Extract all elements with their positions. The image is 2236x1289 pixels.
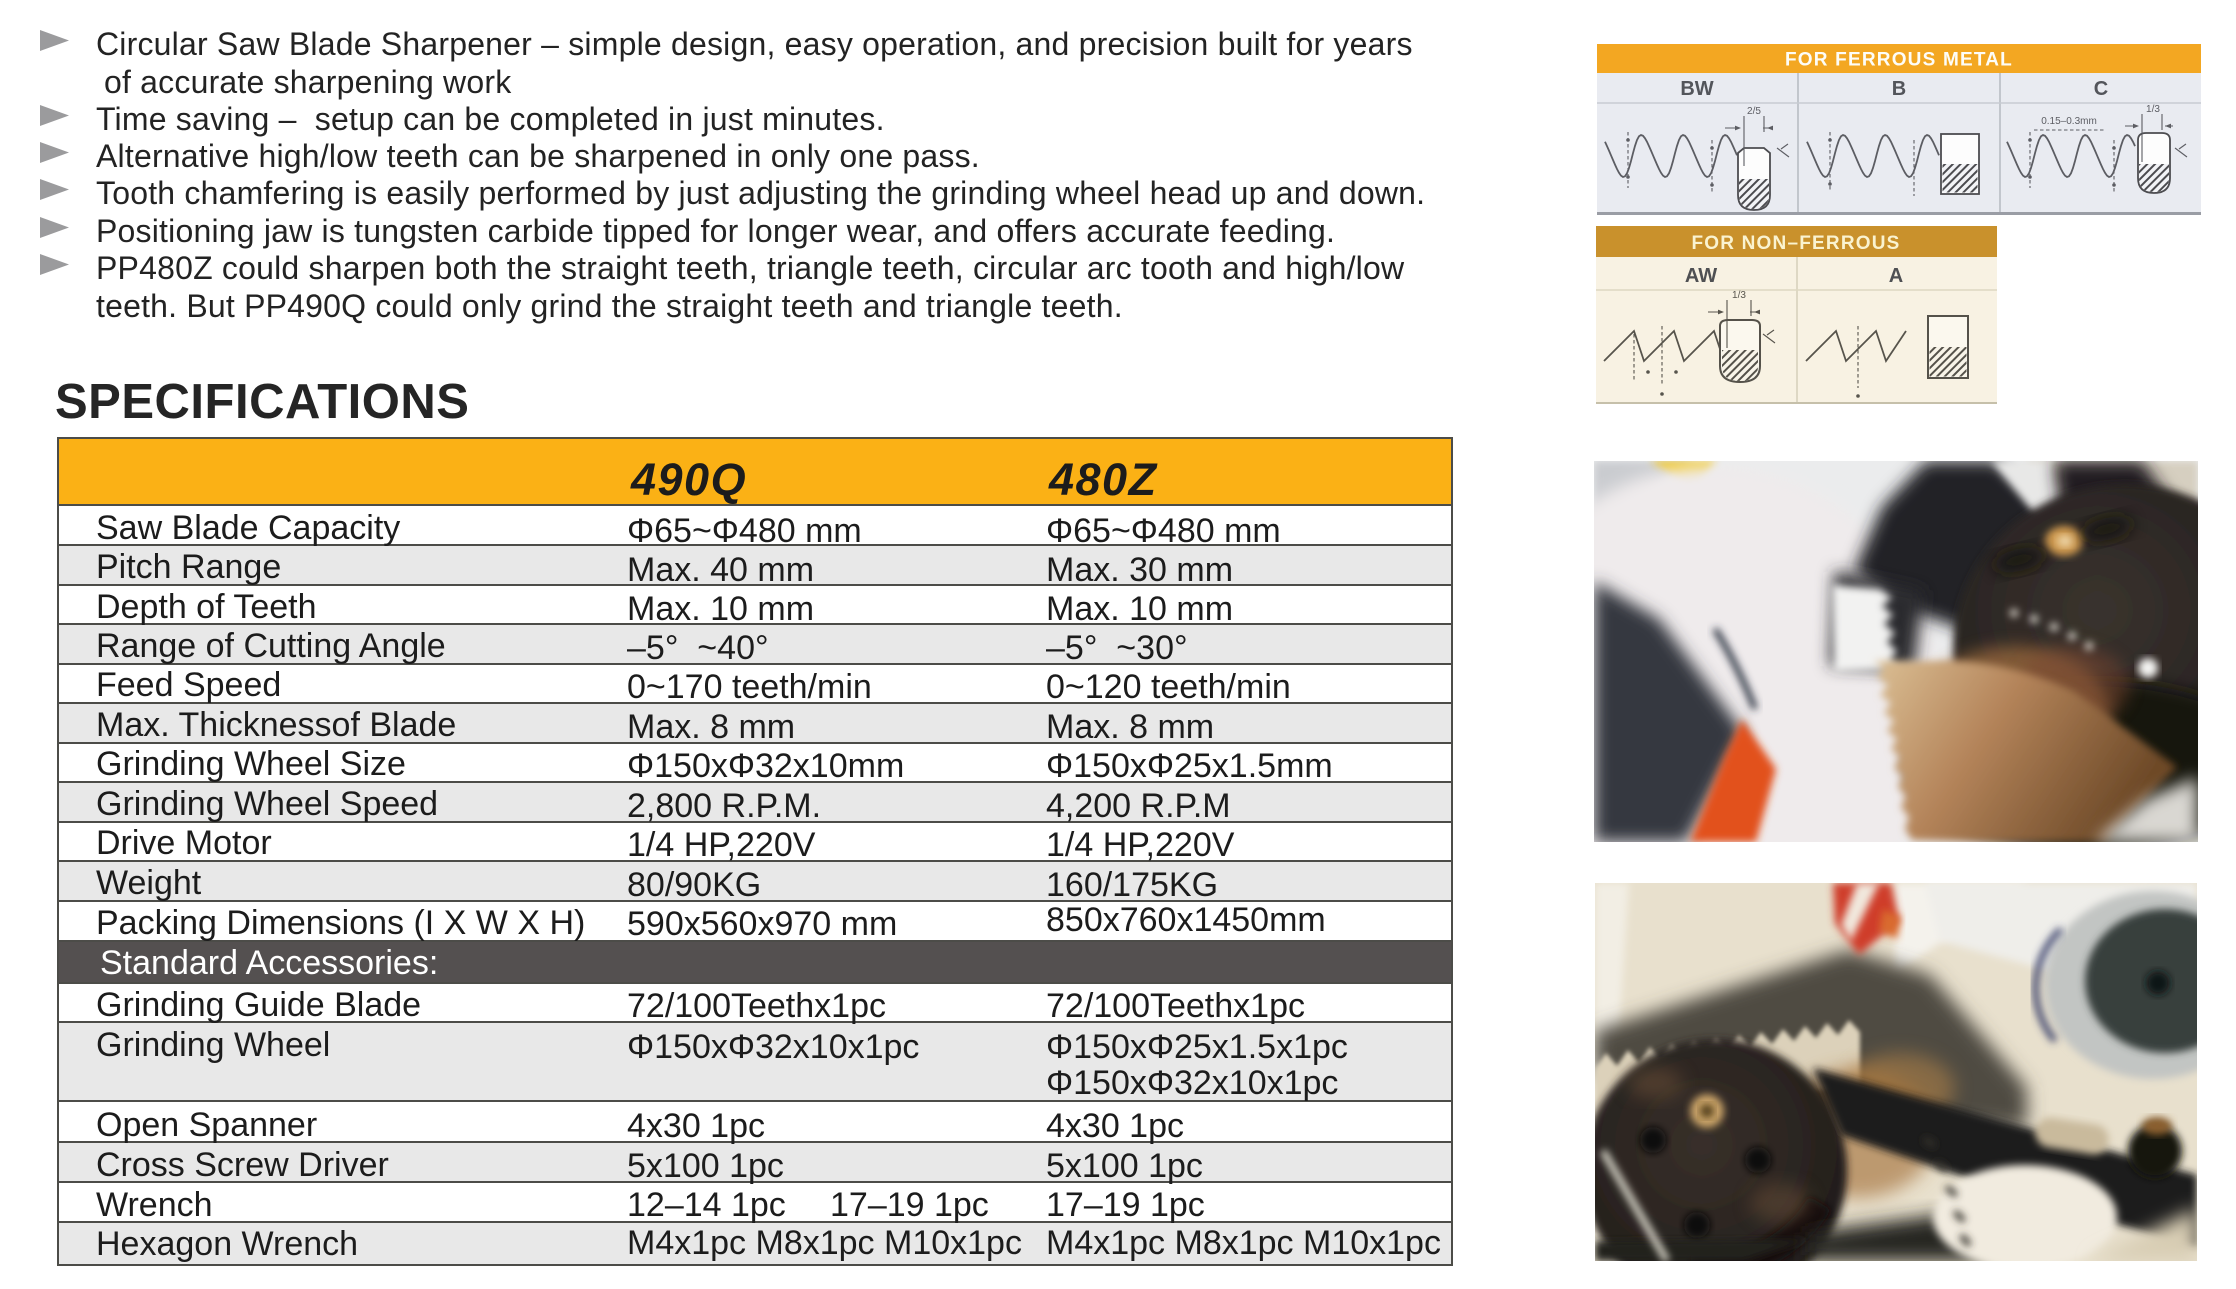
svg-text:AW: AW	[1685, 265, 1717, 287]
svg-text:BW: BW	[1680, 78, 1713, 100]
svg-text:2/5: 2/5	[1747, 106, 1761, 117]
svg-text:1/3: 1/3	[1732, 290, 1746, 301]
svg-text:A: A	[1889, 265, 1903, 287]
svg-text:C: C	[2094, 78, 2108, 100]
svg-text:1/3: 1/3	[2146, 104, 2160, 115]
svg-text:FOR NON–FERROUS: FOR NON–FERROUS	[1691, 233, 1900, 254]
svg-text:FOR FERROUS METAL: FOR FERROUS METAL	[1785, 50, 2013, 71]
svg-text:B: B	[1892, 78, 1906, 100]
svg-text:0.15–0.3mm: 0.15–0.3mm	[2041, 116, 2097, 127]
